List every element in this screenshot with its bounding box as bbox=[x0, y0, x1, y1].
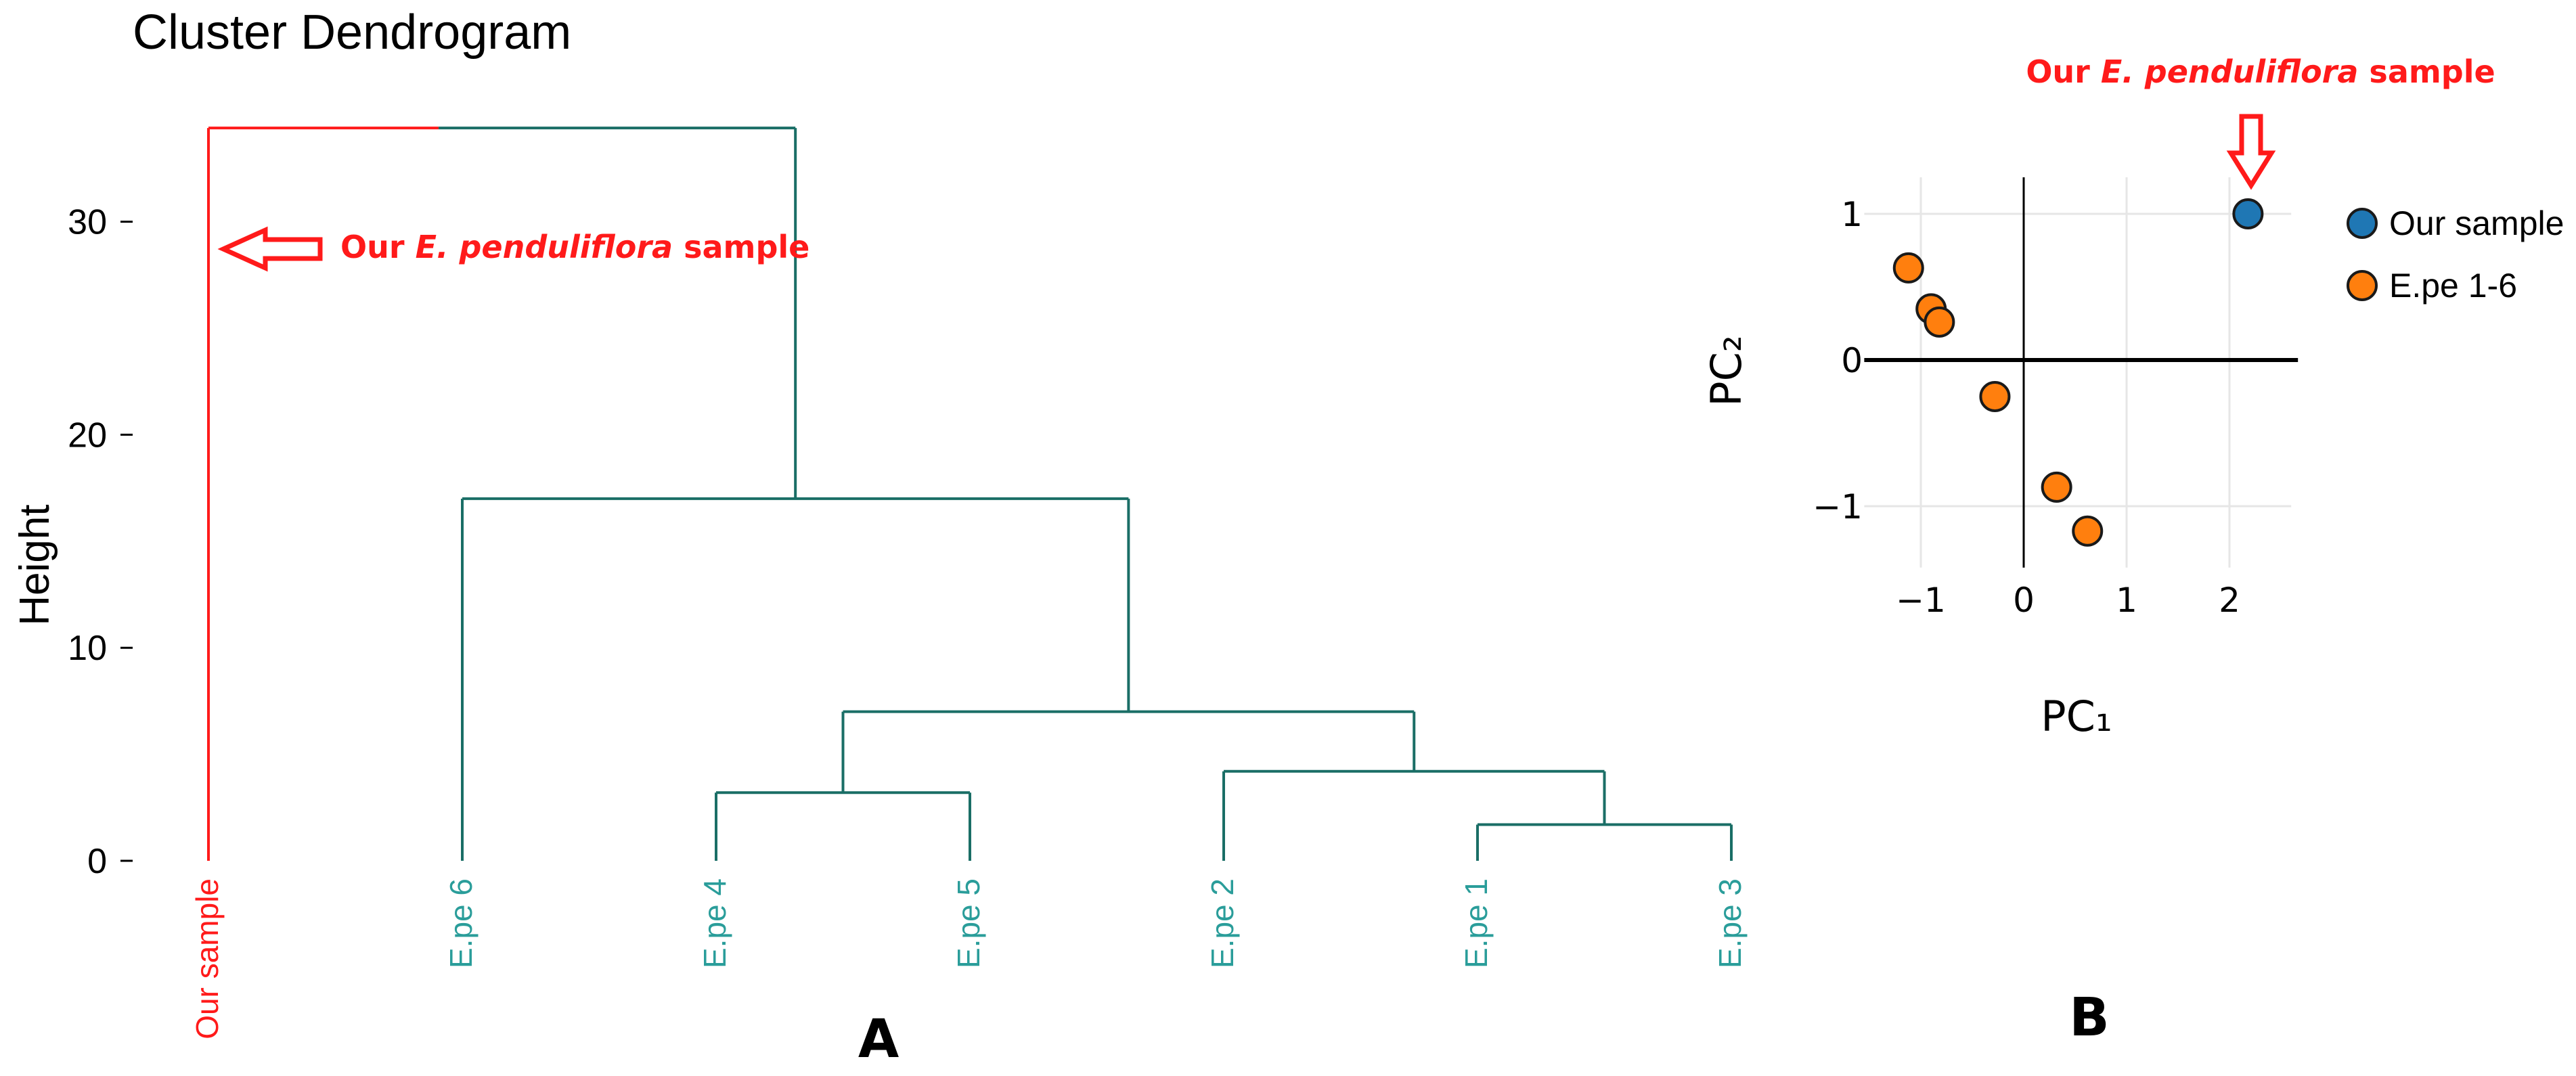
pca-panel: −1 0 1 2 −1 0 1 PC₁ PC₂ Our sample E.pe 1-6 Our… bbox=[1702, 53, 2564, 1048]
pca-x-tick-label: 0 bbox=[2013, 581, 2035, 620]
legend-label-e-pe-1-6: E.pe 1-6 bbox=[2389, 267, 2517, 305]
pca-x-tick-label: −1 bbox=[1896, 581, 1946, 620]
legend-label-our-sample: Our sample bbox=[2389, 204, 2564, 242]
leaf-label-e-pe-4: E.pe 4 bbox=[697, 878, 732, 968]
pca-point-e-pe-1-6 bbox=[1979, 381, 2011, 412]
leaf-label-e-pe-1: E.pe 1 bbox=[1459, 878, 1494, 968]
panel-label-a: A bbox=[858, 1009, 899, 1070]
pca-point-our-sample bbox=[2232, 198, 2264, 229]
pca-points bbox=[1892, 198, 2264, 547]
leaf-label-our-sample: Our sample bbox=[190, 878, 225, 1039]
pca-x-tick-label: 1 bbox=[2116, 581, 2137, 620]
pca-legend: Our sample E.pe 1-6 bbox=[2347, 204, 2564, 305]
dendrogram-leaf-labels: Our sample E.pe 6 E.pe 4 E.pe 5 E.pe 2 E.pe 1… bbox=[190, 878, 1748, 1039]
dendrogram-y-axis-label: Height bbox=[12, 504, 58, 625]
left-arrow-icon bbox=[217, 226, 323, 272]
y-tick-label: 20 bbox=[68, 416, 107, 455]
down-arrow-icon bbox=[2226, 114, 2276, 190]
legend-swatch-e-pe-1-6 bbox=[2347, 270, 2378, 301]
dendrogram-branches bbox=[207, 127, 1733, 861]
pca-y-axis-label: PC₂ bbox=[1702, 335, 1751, 407]
legend-swatch-our-sample bbox=[2347, 208, 2378, 239]
pca-annotation: Our E. penduliflora sample bbox=[2026, 53, 2495, 190]
dendrogram-y-axis: 0 10 20 30 bbox=[68, 203, 133, 881]
pca-y-tick-label: −1 bbox=[1813, 487, 1863, 526]
dendrogram-annotation: Our E. penduliflora sample bbox=[217, 226, 809, 272]
pca-annotation-text: Our E. penduliflora sample bbox=[2026, 53, 2495, 90]
pca-point-e-pe-1-6 bbox=[1924, 306, 1955, 338]
leaf-label-e-pe-6: E.pe 6 bbox=[443, 878, 479, 968]
pca-gridlines bbox=[1864, 177, 2292, 568]
dendrogram-title: Cluster Dendrogram bbox=[133, 5, 571, 60]
y-tick-label: 30 bbox=[68, 203, 107, 242]
y-tick-label: 0 bbox=[87, 842, 107, 881]
pca-axes bbox=[1864, 177, 2299, 568]
pca-tick-labels: −1 0 1 2 −1 0 1 bbox=[1813, 195, 2240, 620]
pca-x-axis-label: PC₁ bbox=[2041, 692, 2112, 741]
y-tick-label: 10 bbox=[68, 629, 107, 668]
leaf-label-e-pe-2: E.pe 2 bbox=[1205, 878, 1240, 968]
dendrogram-annotation-text: Our E. penduliflora sample bbox=[340, 229, 809, 265]
pca-y-tick-label: 0 bbox=[1841, 341, 1863, 380]
pca-point-e-pe-1-6 bbox=[2041, 471, 2072, 503]
pca-point-e-pe-1-6 bbox=[2072, 515, 2104, 547]
panel-label-b: B bbox=[2069, 987, 2109, 1048]
leaf-label-e-pe-3: E.pe 3 bbox=[1712, 878, 1748, 968]
pca-point-e-pe-1-6 bbox=[1892, 252, 1924, 284]
dendrogram-panel: Cluster Dendrogram Height 0 10 20 30 Our sa… bbox=[12, 5, 1748, 1070]
leaf-label-e-pe-5: E.pe 5 bbox=[951, 878, 986, 968]
pca-x-tick-label: 2 bbox=[2219, 581, 2240, 620]
pca-y-tick-label: 1 bbox=[1841, 195, 1863, 234]
